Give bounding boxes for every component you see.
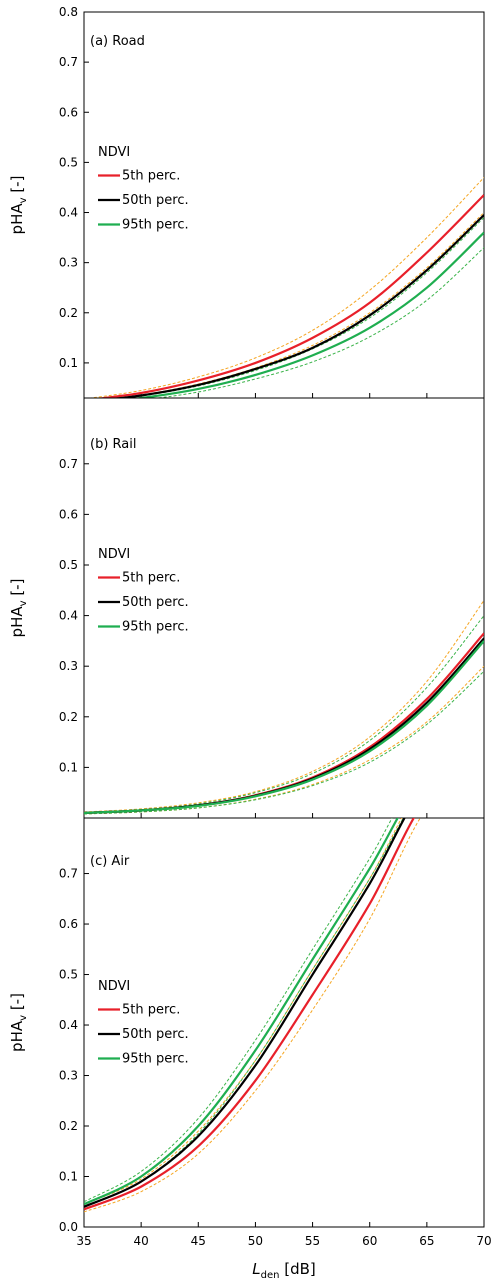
y-tick-label: 0.5 — [59, 558, 78, 572]
ci-line — [84, 665, 484, 815]
y-tick-label: 0.0 — [59, 1220, 78, 1234]
y-tick-label: 0.3 — [59, 659, 78, 673]
label-unit: [-] — [8, 993, 26, 1015]
label-sub: den — [261, 1270, 280, 1281]
legend-label: 95th perc. — [122, 620, 189, 635]
line — [84, 818, 399, 1206]
line — [84, 818, 416, 1211]
panel-title: (b) Rail — [90, 437, 136, 452]
line — [84, 818, 406, 1208]
legend-label: 50th perc. — [122, 193, 189, 208]
ci-line — [84, 818, 393, 1203]
ci-line — [87, 177, 484, 398]
label-main: L — [252, 1260, 260, 1278]
line — [111, 214, 484, 398]
panel-title: (c) Air — [90, 854, 130, 869]
y-tick-label: 0.1 — [59, 760, 78, 774]
y-tick-label: 0.2 — [59, 1119, 78, 1133]
ci-line — [84, 818, 421, 1213]
ci-line — [84, 600, 484, 813]
y-tick-label: 0.7 — [59, 457, 78, 471]
legend-title: NDVI — [98, 145, 130, 160]
legend-label: 50th perc. — [122, 1027, 189, 1042]
y-axis-label: pHAv [-] — [8, 579, 29, 638]
y-tick-label: 0.4 — [59, 1018, 78, 1032]
label-main: pHA — [8, 606, 26, 638]
x-tick-label: 65 — [419, 1234, 434, 1248]
ci-line — [153, 247, 484, 398]
label-main: pHA — [8, 1020, 26, 1052]
y-tick-label: 0.4 — [59, 206, 78, 220]
y-tick-label: 0.1 — [59, 356, 78, 370]
y-tick-label: 0.8 — [59, 5, 78, 19]
label-sub: v — [18, 197, 29, 203]
ci-line — [120, 217, 484, 398]
y-tick-label: 0.6 — [59, 105, 78, 119]
ci-line — [114, 212, 484, 398]
label-sub: v — [18, 600, 29, 606]
x-axis-label: Lden [dB] — [252, 1260, 316, 1281]
legend-label: 95th perc. — [122, 218, 189, 233]
ci-line — [84, 818, 404, 1208]
ci-line — [84, 670, 484, 815]
x-tick-label: 60 — [362, 1234, 377, 1248]
label-main: pHA — [8, 203, 26, 235]
y-tick-label: 0.4 — [59, 609, 78, 623]
y-tick-label: 0.7 — [59, 55, 78, 69]
label-unit: [-] — [8, 579, 26, 601]
line — [95, 194, 484, 398]
y-tick-label: 0.6 — [59, 507, 78, 521]
legend-label: 50th perc. — [122, 595, 189, 610]
y-tick-label: 0.2 — [59, 306, 78, 320]
ci-line — [84, 818, 403, 1205]
legend-label: 5th perc. — [122, 571, 180, 586]
y-tick-label: 0.3 — [59, 256, 78, 270]
line — [84, 640, 484, 815]
x-tick-label: 70 — [476, 1234, 491, 1248]
label-sub: v — [18, 1015, 29, 1021]
label-unit: [dB] — [279, 1260, 315, 1278]
x-tick-label: 40 — [134, 1234, 149, 1248]
label-unit: [-] — [8, 176, 26, 198]
y-tick-label: 0.1 — [59, 1170, 78, 1184]
y-tick-label: 0.2 — [59, 710, 78, 724]
plot-frame — [83, 817, 485, 1228]
y-tick-label: 0.3 — [59, 1069, 78, 1083]
legend-title: NDVI — [98, 547, 130, 562]
line — [84, 632, 484, 815]
y-tick-label: 0.5 — [59, 155, 78, 169]
x-tick-label: 35 — [76, 1234, 91, 1248]
y-tick-label: 0.6 — [59, 917, 78, 931]
legend-label: 5th perc. — [122, 169, 180, 184]
line — [131, 231, 484, 398]
x-tick-label: 50 — [248, 1234, 263, 1248]
x-tick-label: 55 — [305, 1234, 320, 1248]
x-tick-label: 45 — [191, 1234, 206, 1248]
y-tick-label: 0.5 — [59, 968, 78, 982]
y-tick-label: 0.7 — [59, 867, 78, 881]
legend-label: 95th perc. — [122, 1052, 189, 1067]
panel-title: (a) Road — [90, 34, 145, 49]
legend-title: NDVI — [98, 979, 130, 994]
legend-label: 5th perc. — [122, 1003, 180, 1018]
y-axis-label: pHAv [-] — [8, 176, 29, 235]
y-axis-label: pHAv [-] — [8, 993, 29, 1052]
